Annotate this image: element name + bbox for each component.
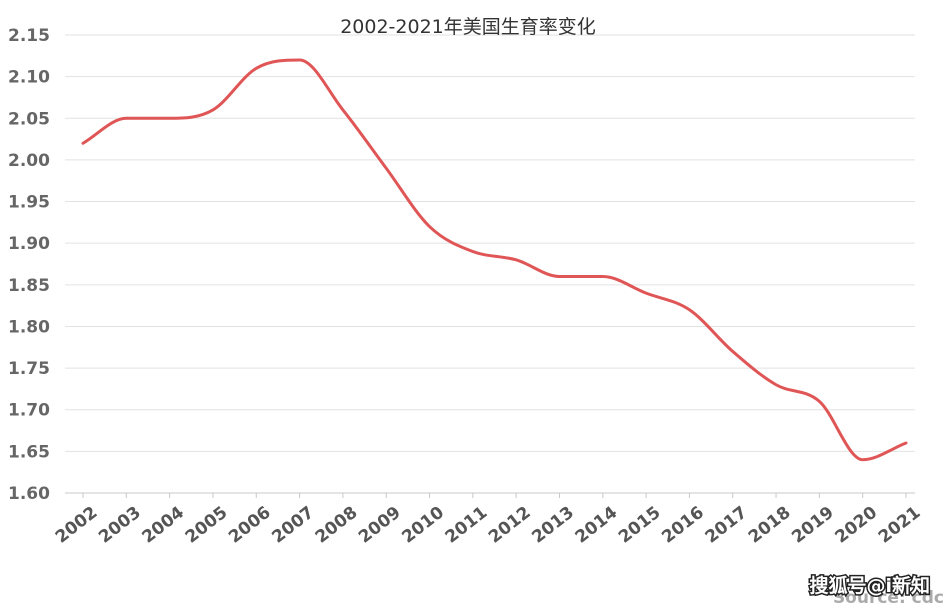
y-tick-label: 1.85 [8, 276, 50, 296]
x-tick-label: 2021 [875, 503, 925, 548]
x-tick-label: 2002 [52, 503, 102, 548]
gridlines [65, 34, 915, 494]
x-tick-label: 2012 [485, 503, 535, 548]
y-tick-label: 1.95 [8, 193, 50, 213]
x-tick-label: 2003 [95, 503, 145, 548]
x-axis-ticks: 2002200320042005200620072008200920102011… [52, 493, 925, 548]
x-tick-label: 2010 [398, 503, 448, 548]
y-tick-label: 2.05 [8, 109, 50, 129]
y-tick-label: 2.10 [8, 68, 50, 88]
x-tick-label: 2004 [138, 503, 188, 548]
y-tick-label: 1.90 [8, 234, 50, 254]
y-axis-ticks: 2.15 2.10 2.05 2.00 1.95 1.90 1.85 1.80 1.75 1.70… [8, 26, 50, 504]
x-tick-label: 2016 [658, 503, 708, 548]
x-tick-label: 2015 [615, 503, 665, 548]
x-tick-label: 2007 [268, 503, 318, 548]
series-layer [81, 58, 908, 462]
source-label: Source: cdc [833, 588, 944, 607]
y-tick-label: 2.00 [8, 151, 50, 171]
x-tick-label: 2014 [572, 503, 622, 548]
y-tick-label: 2.15 [8, 26, 50, 46]
y-tick-label: 1.65 [8, 442, 50, 462]
y-tick-label: 1.75 [8, 359, 50, 379]
y-tick-label: 1.70 [8, 401, 50, 421]
x-tick-label: 2011 [442, 503, 492, 548]
y-tick-label: 1.80 [8, 317, 50, 337]
x-tick-label: 2020 [832, 503, 882, 548]
x-tick-label: 2008 [312, 503, 362, 548]
x-tick-label: 2005 [182, 503, 232, 548]
y-tick-label: 1.60 [8, 484, 50, 504]
x-tick-label: 2006 [225, 503, 275, 548]
x-tick-label: 2019 [788, 503, 838, 548]
x-tick-label: 2013 [528, 503, 578, 548]
series-line [81, 58, 908, 462]
x-tick-label: 2009 [355, 503, 405, 548]
x-tick-label: 2018 [745, 503, 795, 548]
watermark: 搜狐号@i新知 [809, 574, 930, 597]
chart-title: 2002-2021年美国生育率变化 [340, 16, 596, 38]
x-tick-label: 2017 [702, 503, 752, 548]
